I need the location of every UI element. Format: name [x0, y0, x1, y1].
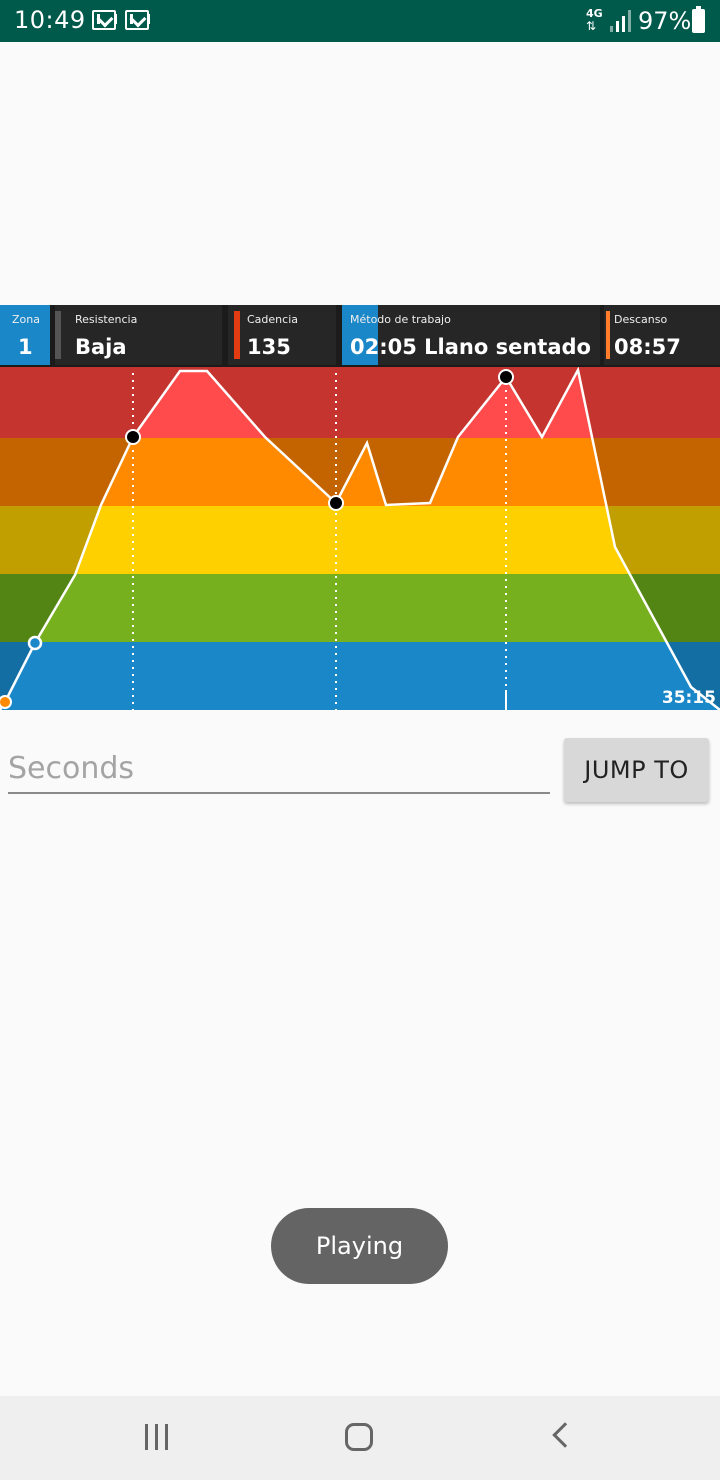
workout-hud: Zona 1 Resistencia Baja Cadencia 135 Mét… [0, 305, 720, 367]
data-arrows-icon: ⇅ [586, 19, 597, 33]
signal-icon [610, 10, 632, 32]
battery-level: 97% [638, 7, 692, 35]
hud-cadencia-label: Cadencia [247, 313, 298, 326]
hud-metodo: Método de trabajo 02:05 Llano sentado [342, 305, 600, 365]
video-time-code: 35:15 [661, 688, 716, 708]
status-time: 10:49 [14, 6, 86, 34]
network-type: 4G [586, 7, 603, 20]
zone1-band [0, 642, 720, 710]
hud-cadencia-accent [234, 311, 240, 359]
start-point [0, 695, 12, 709]
workout-profile-graphic [0, 366, 720, 710]
recent-apps-icon[interactable] [143, 1424, 173, 1450]
hud-zona-value: 1 [18, 335, 33, 359]
profile-point [498, 369, 514, 385]
hud-zona-label: Zona [12, 313, 40, 326]
hud-descanso-accent [606, 311, 610, 359]
hud-descanso-label: Descanso [614, 313, 668, 326]
zone5-band-bg [0, 367, 720, 438]
hud-zona: Zona 1 [0, 305, 50, 365]
back-icon[interactable] [552, 1422, 578, 1448]
profile-point [27, 635, 43, 651]
gmail-icon [92, 10, 117, 30]
hud-descanso-value: 08:57 [614, 335, 681, 359]
profile-line [0, 366, 720, 710]
toast-message: Playing [271, 1208, 448, 1284]
jump-to-button[interactable]: JUMP TO [564, 738, 709, 802]
hud-cadencia-value: 135 [247, 335, 291, 359]
profile-point [125, 429, 141, 445]
toast-text: Playing [315, 1232, 404, 1260]
hud-resistencia: Resistencia Baja [55, 305, 222, 365]
hud-resistencia-value: Baja [75, 335, 127, 359]
status-bar: 10:49 4G ⇅ 97% [0, 0, 720, 42]
zone3-band [0, 506, 720, 574]
hud-descanso: Descanso 08:57 [604, 305, 720, 365]
hud-cadencia: Cadencia 135 [228, 305, 336, 365]
hud-resistencia-label: Resistencia [75, 313, 138, 326]
battery-icon [692, 6, 705, 33]
hud-resistencia-accent [55, 311, 61, 359]
navigation-bar [0, 1396, 720, 1480]
zone2-band [0, 574, 720, 642]
seconds-input[interactable] [8, 744, 550, 794]
home-icon[interactable] [345, 1423, 373, 1451]
hud-metodo-progress [342, 305, 378, 365]
gmail-icon [125, 10, 150, 30]
hud-metodo-label: Método de trabajo [350, 313, 451, 326]
hud-metodo-value: 02:05 Llano sentado [350, 335, 591, 359]
video-player[interactable]: Zona 1 Resistencia Baja Cadencia 135 Mét… [0, 305, 720, 710]
profile-point [328, 495, 344, 511]
